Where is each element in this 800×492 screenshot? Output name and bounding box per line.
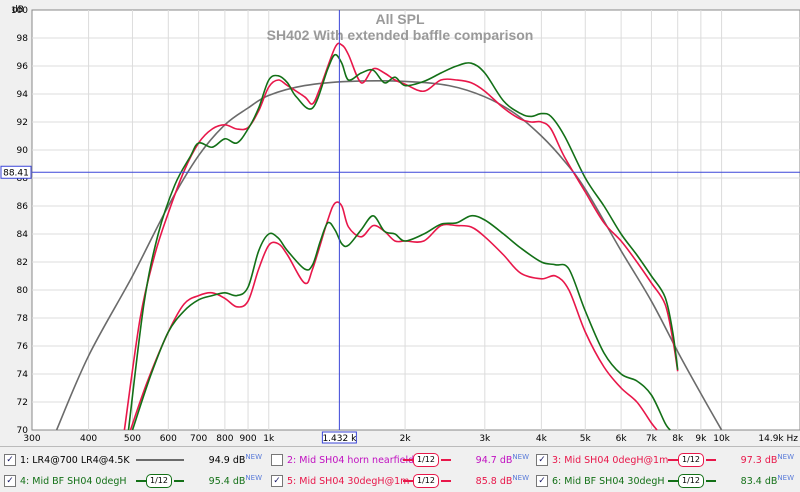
legend-item-3[interactable]: ✓ 3: Mid SH04 0degH@1m 1/12 97.3 dBNEW xyxy=(536,450,798,470)
y-tick-label: 78 xyxy=(17,314,29,324)
legend-line-swatch xyxy=(403,459,413,461)
x-tick-label: 800 xyxy=(216,434,233,444)
series-line-3 xyxy=(127,53,679,431)
x-tick-label: 3k xyxy=(479,434,491,444)
legend-value: 85.8 dBNEW xyxy=(475,474,529,488)
legend-line-swatch xyxy=(668,459,678,461)
legend-checkbox[interactable]: ✓ xyxy=(271,475,283,487)
y-tick-label: 94 xyxy=(17,90,29,100)
y-tick-label: 70 xyxy=(17,426,29,436)
smoothing-badge: 1/12 xyxy=(413,453,439,467)
legend-item-6[interactable]: ✓ 6: Mid BF SH04 30degH 1/12 83.4 dBNEW xyxy=(536,471,798,491)
series-line-5 xyxy=(131,214,671,431)
legend-checkbox[interactable]: ✓ xyxy=(4,475,16,487)
legend-value-tag: NEW xyxy=(512,453,529,462)
cursor-x-box xyxy=(321,431,357,444)
x-tick-label: 300 xyxy=(23,434,40,444)
legend-line-swatch xyxy=(136,459,184,461)
legend-value: 83.4 dBNEW xyxy=(740,474,794,488)
legend-item-1[interactable]: ✓ 1: LR4@700 LR4@4.5K 94.9 dBNEW xyxy=(4,450,266,470)
legend-value-tag: NEW xyxy=(777,453,794,462)
chart-title: All SPL xyxy=(375,11,424,27)
x-tick-label: 14.9k Hz xyxy=(758,434,798,444)
y-tick-label: 82 xyxy=(17,258,28,268)
x-tick-label: 1k xyxy=(263,434,275,444)
legend-item-5[interactable]: ✓ 5: Mid SH04 30degH@1m 1/12 85.8 dBNEW xyxy=(271,471,533,491)
y-tick-label: 76 xyxy=(17,342,29,352)
legend-item-4[interactable]: ✓ 4: Mid BF SH04 0degH 1/12 95.4 dBNEW xyxy=(4,471,266,491)
legend-value: 94.7 dBNEW xyxy=(475,453,529,467)
x-tick-label: 6k xyxy=(616,434,628,444)
y-axis-unit-label: dB xyxy=(12,5,24,15)
x-tick-label: 9k xyxy=(695,434,707,444)
legend-line-swatch xyxy=(441,480,451,482)
legend-line-swatch xyxy=(136,480,146,482)
y-tick-label: 92 xyxy=(17,118,28,128)
y-tick-label: 72 xyxy=(17,398,28,408)
legend-checkbox[interactable]: ✓ xyxy=(536,454,548,466)
legend-label: 5: Mid SH04 30degH@1m xyxy=(287,475,410,487)
legend-checkbox[interactable]: ✓ xyxy=(4,454,16,466)
legend-line-swatch xyxy=(706,480,716,482)
x-tick-labels: 300 400 500 600 700 800 900 1k 2k 3k 4k 5k 6k 7k 8k 9k 1… xyxy=(23,434,798,444)
legend-line-swatch xyxy=(441,459,451,461)
smoothing-badge: 1/12 xyxy=(146,474,172,488)
legend-value: 97.3 dBNEW xyxy=(740,453,794,467)
legend-label: 4: Mid BF SH04 0degH xyxy=(20,475,127,487)
legend-panel: ✓ 1: LR4@700 LR4@4.5K 94.9 dBNEW 2: Mid SH0… xyxy=(0,446,800,492)
x-tick-label: 600 xyxy=(160,434,177,444)
legend-value-tag: NEW xyxy=(245,474,262,483)
legend-value-tag: NEW xyxy=(245,453,262,462)
cursor-y-box xyxy=(0,165,32,179)
y-tick-labels: 70 72 74 76 78 80 82 84 86 88 90 92 94 96 98 100 xyxy=(11,6,28,436)
series-line-4 xyxy=(129,201,658,431)
x-tick-label: 700 xyxy=(190,434,207,444)
legend-label: 3: Mid SH04 0degH@1m xyxy=(552,454,669,466)
y-tick-label: 96 xyxy=(17,62,29,72)
x-tick-label: 10k xyxy=(713,434,730,444)
legend-value-tag: NEW xyxy=(512,474,529,483)
x-tick-label: 400 xyxy=(80,434,97,444)
y-tick-label: 98 xyxy=(17,34,29,44)
legend-line-swatch xyxy=(668,480,678,482)
x-tick-label: 500 xyxy=(124,434,141,444)
cursor-x-label: 1.432 k xyxy=(322,434,357,444)
plot-area[interactable] xyxy=(31,9,800,431)
x-tick-label: 8k xyxy=(672,434,684,444)
legend-label: 2: Mid SH04 horn nearfield xyxy=(287,454,415,466)
legend-label: 6: Mid BF SH04 30degH xyxy=(552,475,665,487)
spl-chart[interactable]: All SPL SH402 With extended baffle compa… xyxy=(0,0,800,446)
x-tick-label: 900 xyxy=(239,434,256,444)
smoothing-badge: 1/12 xyxy=(678,453,704,467)
x-tick-label: 5k xyxy=(580,434,592,444)
series-lines xyxy=(55,42,723,431)
smoothing-badge: 1/12 xyxy=(413,474,439,488)
x-tick-label: 7k xyxy=(646,434,658,444)
cursor-y-label: 88.41 xyxy=(3,168,29,178)
x-tick-label: 4k xyxy=(536,434,548,444)
series-line-2 xyxy=(123,42,679,431)
legend-value: 95.4 dBNEW xyxy=(208,474,262,488)
legend-value: 94.9 dBNEW xyxy=(208,453,262,467)
y-tick-label: 80 xyxy=(17,286,29,296)
y-tick-label: 100 xyxy=(11,6,28,16)
y-tick-label: 74 xyxy=(17,370,29,380)
legend-line-swatch xyxy=(174,480,184,482)
legend-line-swatch xyxy=(706,459,716,461)
grid-lines xyxy=(32,10,800,430)
chart-subtitle: SH402 With extended baffle comparison xyxy=(267,27,534,43)
legend-checkbox[interactable] xyxy=(271,454,283,466)
y-tick-label: 86 xyxy=(17,202,29,212)
legend-value-tag: NEW xyxy=(777,474,794,483)
legend-checkbox[interactable]: ✓ xyxy=(536,475,548,487)
x-tick-label: 2k xyxy=(400,434,412,444)
y-tick-label: 84 xyxy=(17,230,29,240)
y-tick-label: 88 xyxy=(17,174,29,184)
legend-line-swatch xyxy=(403,480,413,482)
legend-label: 1: LR4@700 LR4@4.5K xyxy=(20,454,130,466)
cursor-crosshair[interactable]: 1.432 k 88.41 xyxy=(0,10,800,444)
y-tick-label: 90 xyxy=(17,146,29,156)
legend-item-2[interactable]: 2: Mid SH04 horn nearfield 1/12 94.7 dBNEW xyxy=(271,450,533,470)
smoothing-badge: 1/12 xyxy=(678,474,704,488)
